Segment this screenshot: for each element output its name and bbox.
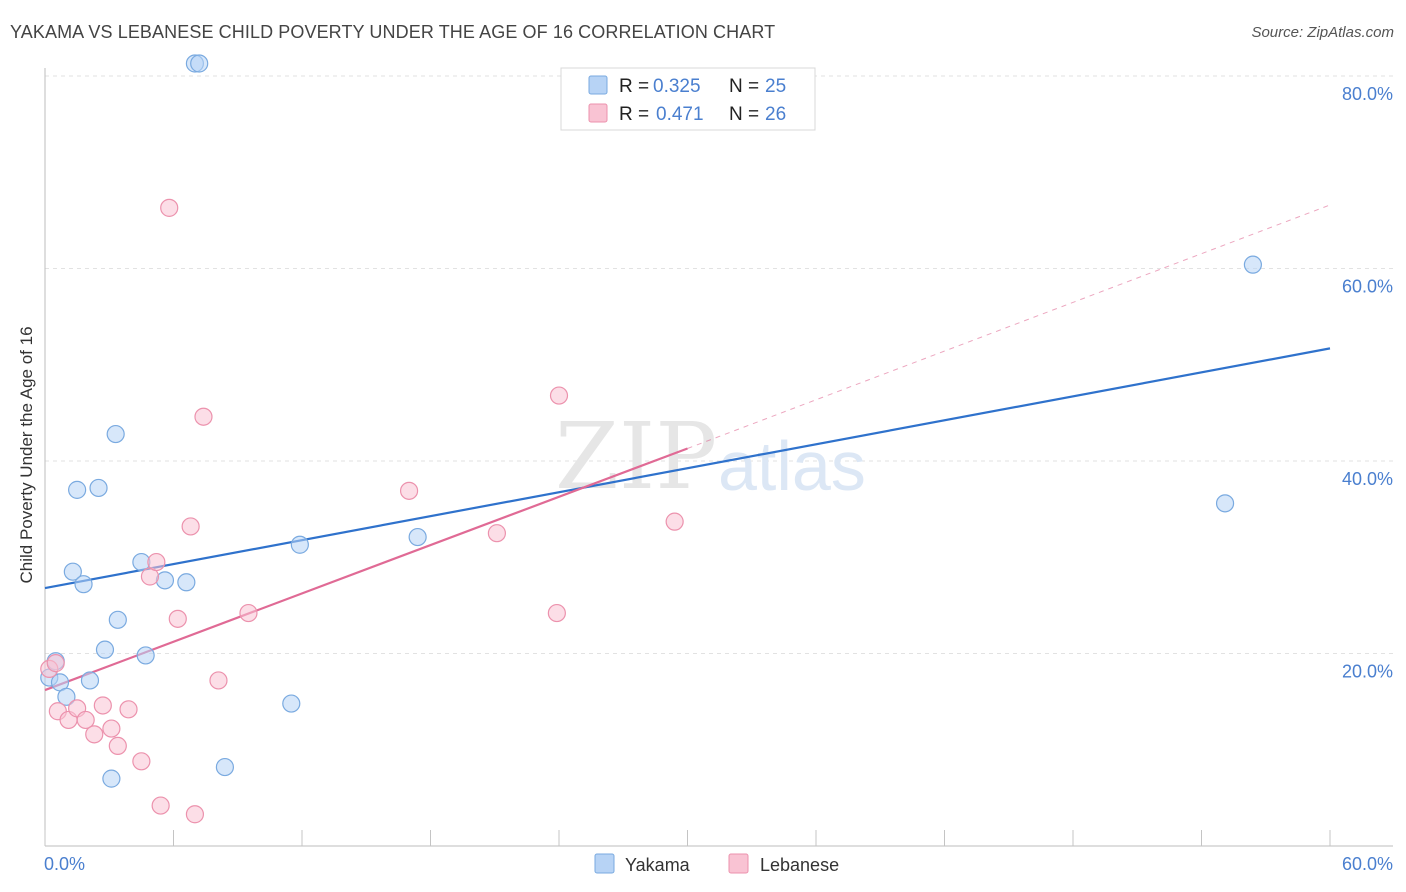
yakama-point: [1215, 494, 1235, 513]
lebanese-point: [487, 524, 506, 543]
lebanese-point: [46, 654, 65, 673]
watermark-zip: ZIP: [555, 403, 717, 510]
lebanese-point: [665, 512, 684, 531]
lebanese-point: [151, 796, 170, 815]
yakama-point: [282, 694, 301, 713]
yakama-point: [57, 687, 76, 706]
legend-n-value-lebanese: 26: [765, 104, 786, 125]
axes: [44, 68, 1393, 847]
lebanese-point: [108, 736, 127, 756]
yakama-point: [155, 571, 175, 590]
data-points: [40, 54, 1263, 824]
yakama-point: [63, 562, 82, 581]
lebanese-point: [547, 603, 566, 623]
yakama-point: [106, 424, 125, 444]
chart-title: YAKAMA VS LEBANESE CHILD POVERTY UNDER T…: [10, 22, 776, 42]
lebanese-point: [239, 603, 258, 623]
yakama-point: [89, 478, 108, 498]
yakama-point: [190, 54, 209, 73]
x-tick-label-min: 0.0%: [44, 854, 85, 874]
legend-r-value-lebanese: 0.471: [656, 104, 704, 125]
lebanese-point: [85, 725, 104, 744]
yakama-point: [74, 575, 93, 594]
y-tick-label: 40.0%: [1342, 469, 1393, 489]
lebanese-point: [160, 198, 179, 217]
yakama-point: [136, 646, 155, 665]
bottom-legend-label-yakama: Yakama: [625, 855, 691, 875]
legend: R = 0.325 N = 25 R = 0.471 N = 26: [560, 67, 816, 131]
lebanese-point: [194, 407, 213, 426]
source-label: Source: ZipAtlas.com: [1251, 24, 1394, 41]
bottom-legend-swatch-yakama: [594, 853, 615, 874]
yakama-point: [108, 610, 127, 629]
lebanese-point: [168, 609, 187, 628]
legend-r-label-yakama: R =: [619, 76, 649, 97]
lebanese-point: [119, 700, 138, 719]
lebanese-point: [185, 805, 205, 824]
lebanese-point: [181, 517, 200, 536]
lebanese-point: [399, 481, 419, 500]
lebanese-trend-extension: [687, 204, 1331, 449]
grid-lines: [45, 75, 1393, 654]
lebanese-point: [93, 696, 112, 715]
y-tick-label: 80.0%: [1342, 84, 1393, 104]
yakama-point: [68, 480, 87, 499]
yakama-point: [80, 671, 100, 690]
bottom-legend-label-lebanese: Lebanese: [760, 855, 839, 875]
yakama-trend-line: [44, 347, 1331, 590]
yakama-point: [290, 535, 309, 554]
yakama-point: [1243, 255, 1263, 274]
yakama-point: [408, 527, 427, 547]
legend-n-label-yakama: N =: [729, 76, 759, 97]
yakama-point: [102, 769, 121, 788]
yakama-point: [215, 757, 234, 777]
legend-swatch-lebanese: [588, 103, 608, 123]
bottom-legend: Yakama Lebanese: [594, 853, 839, 875]
bottom-legend-swatch-lebanese: [728, 853, 749, 874]
legend-r-label-lebanese: R =: [619, 104, 649, 125]
lebanese-point: [76, 710, 95, 730]
lebanese-point: [549, 386, 569, 405]
yakama-point: [177, 573, 196, 592]
x-tick-label-max: 60.0%: [1342, 854, 1393, 874]
x-ticks: [44, 830, 1331, 846]
yakama-point: [95, 640, 115, 659]
legend-n-value-yakama: 25: [765, 76, 786, 97]
lebanese-point: [102, 719, 121, 738]
y-tick-labels: 20.0% 40.0% 60.0% 80.0%: [1342, 84, 1393, 682]
y-tick-label: 20.0%: [1342, 662, 1393, 682]
watermark: ZIP atlas: [555, 403, 866, 510]
lebanese-point: [209, 671, 228, 690]
legend-n-label-lebanese: N =: [729, 104, 759, 125]
lebanese-point: [132, 752, 151, 771]
lebanese-point: [147, 552, 166, 572]
legend-swatch-yakama: [588, 75, 608, 95]
legend-r-value-yakama: 0.325: [653, 76, 701, 97]
y-tick-label: 60.0%: [1342, 277, 1393, 297]
